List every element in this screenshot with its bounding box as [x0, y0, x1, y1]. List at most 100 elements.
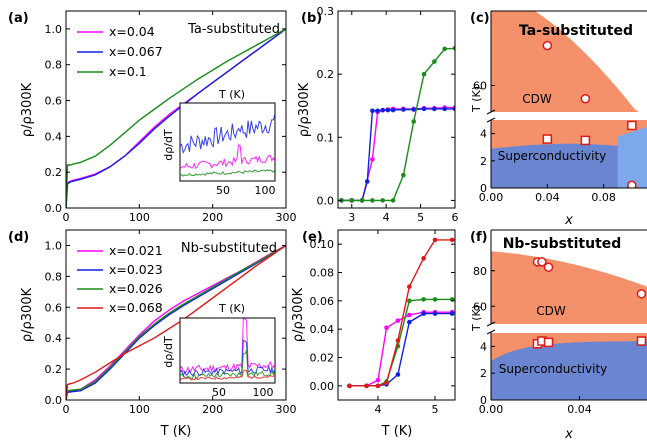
inset-trace: [180, 113, 275, 155]
data-point: [384, 325, 389, 331]
sc-marker: [543, 337, 554, 348]
panel-a: (a) ρ/ρ300K 0 100 200 300 0.0 0.2 0.4 0.6 0.8 1.0…: [8, 10, 297, 224]
axes-frame: [337, 10, 456, 209]
panel-e-plot-area: [347, 237, 455, 389]
panel-e: (e) ρ/ρ300K 4 5 0.00 0.02 0.04 0.06 0.08 0.10 T…: [291, 229, 456, 439]
series-line: [349, 311, 453, 387]
xtick-label: 300: [276, 211, 297, 224]
data-point: [442, 46, 447, 52]
cdw-marker: [580, 93, 591, 104]
axis-break-gap: [491, 113, 647, 119]
sc-marker: [627, 120, 637, 131]
data-point: [380, 198, 386, 203]
legend-label: x=0.023: [109, 262, 163, 277]
panel-d-plot-area: [66, 244, 286, 400]
panel-d-inset-xtick-50: 50: [212, 386, 226, 399]
data-point: [401, 172, 406, 178]
xtick-label: 300: [276, 403, 297, 416]
panel-a-inset-xtick-50: 50: [216, 184, 230, 197]
data-point: [421, 311, 426, 316]
ytick-label: 0.3: [317, 5, 335, 18]
panel-d-ylabel: ρ/ρ300K: [20, 287, 35, 342]
data-point: [432, 311, 438, 316]
data-point: [370, 198, 375, 203]
series-line: [66, 244, 286, 400]
data-point: [411, 107, 417, 112]
ytick-label: 0.2: [45, 166, 63, 179]
data-point: [421, 71, 427, 77]
panel-c-plot-area: [491, 11, 647, 188]
panel-b-ylabel: ρ/ρ300K: [297, 82, 312, 137]
data-point: [375, 377, 381, 383]
axes-frame: [65, 10, 287, 209]
panel-a-inset-plot: [180, 113, 275, 177]
data-point: [370, 108, 375, 114]
panel-f: (f) Nb-substituted T (K) CDW Superconduc…: [470, 229, 647, 441]
legend-label: x=0.04: [109, 24, 155, 39]
ytick-label: 60: [473, 300, 487, 313]
legend-label: x=0.067: [109, 44, 163, 59]
panel-f-title: Nb-substituted: [503, 236, 622, 252]
xtick-label: 0.00: [479, 191, 504, 204]
series-line: [66, 28, 286, 208]
sc-marker: [580, 135, 591, 146]
xtick-label: 0: [63, 211, 70, 224]
data-point: [432, 237, 438, 243]
break-mark: [486, 109, 496, 115]
panel-a-inset-ylabel: dρ/dT: [162, 129, 175, 161]
panel-d-inset-title: T (K): [218, 302, 245, 315]
sc-region: [491, 341, 647, 400]
data-point: [364, 179, 370, 184]
data-point: [390, 107, 396, 113]
xtick-label: 4: [374, 403, 381, 416]
panel-c-title: Ta-substituted: [519, 23, 633, 39]
panel-d-legend: x=0.021 x=0.023 x=0.026 x=0.068: [77, 243, 163, 315]
ytick-label: 0.2: [45, 363, 63, 376]
panel-c-cdw-label: CDW: [522, 92, 552, 106]
panel-a-ylabel: ρ/ρ300K: [20, 82, 35, 137]
panel-a-axes: 0 100 200 300 0.0 0.2 0.4 0.6 0.8 1.0: [45, 10, 297, 224]
ytick-label: 2: [480, 367, 487, 380]
panel-e-label: (e): [302, 230, 323, 245]
cdw-region: [491, 251, 647, 324]
panel-d-label: (d): [8, 230, 29, 245]
panel-e-xlabel: T (K): [381, 424, 413, 439]
sc-marker: [636, 336, 647, 346]
ytick-label: 0.2: [317, 68, 335, 81]
inset-trace: [180, 144, 275, 170]
ytick-label: 0.4: [45, 332, 63, 345]
data-point: [347, 383, 352, 389]
sc-region: [491, 143, 647, 188]
panel-b-plot-area: [339, 45, 455, 203]
data-point: [401, 107, 406, 112]
panel-f-axes: 0.00 0.04 80 60 4 2 0: [473, 229, 647, 416]
series-line: [66, 28, 286, 208]
ytick-label: 0.10: [310, 238, 335, 251]
inset-trace: [180, 339, 275, 378]
xtick-label: 5: [417, 211, 424, 224]
cdw-region: [491, 11, 647, 112]
xtick-label: 0: [63, 403, 70, 416]
cdw-marker: [542, 40, 553, 51]
cdw-marker: [537, 257, 547, 267]
data-point: [407, 312, 412, 318]
ytick-label: 4: [480, 340, 487, 353]
panel-a-plot-area: [66, 28, 286, 208]
panel-b-label: (b): [301, 11, 322, 26]
ytick-label: 0.8: [45, 270, 63, 283]
break-mark: [486, 117, 496, 123]
break-mark: [486, 321, 496, 327]
legend-label: x=0.026: [109, 281, 163, 296]
data-point: [452, 106, 455, 112]
data-point: [432, 297, 438, 302]
xtick-label: 200: [202, 211, 223, 224]
break-mark: [486, 329, 496, 335]
data-point: [421, 106, 427, 112]
panel-d-title: Nb-substituted: [181, 241, 277, 256]
panel-d-inset-plot: [180, 318, 275, 381]
inset-trace: [180, 169, 275, 177]
ytick-label: 0.0: [45, 202, 63, 215]
series-line: [66, 244, 286, 400]
xtick-label: 0.04: [567, 403, 592, 416]
